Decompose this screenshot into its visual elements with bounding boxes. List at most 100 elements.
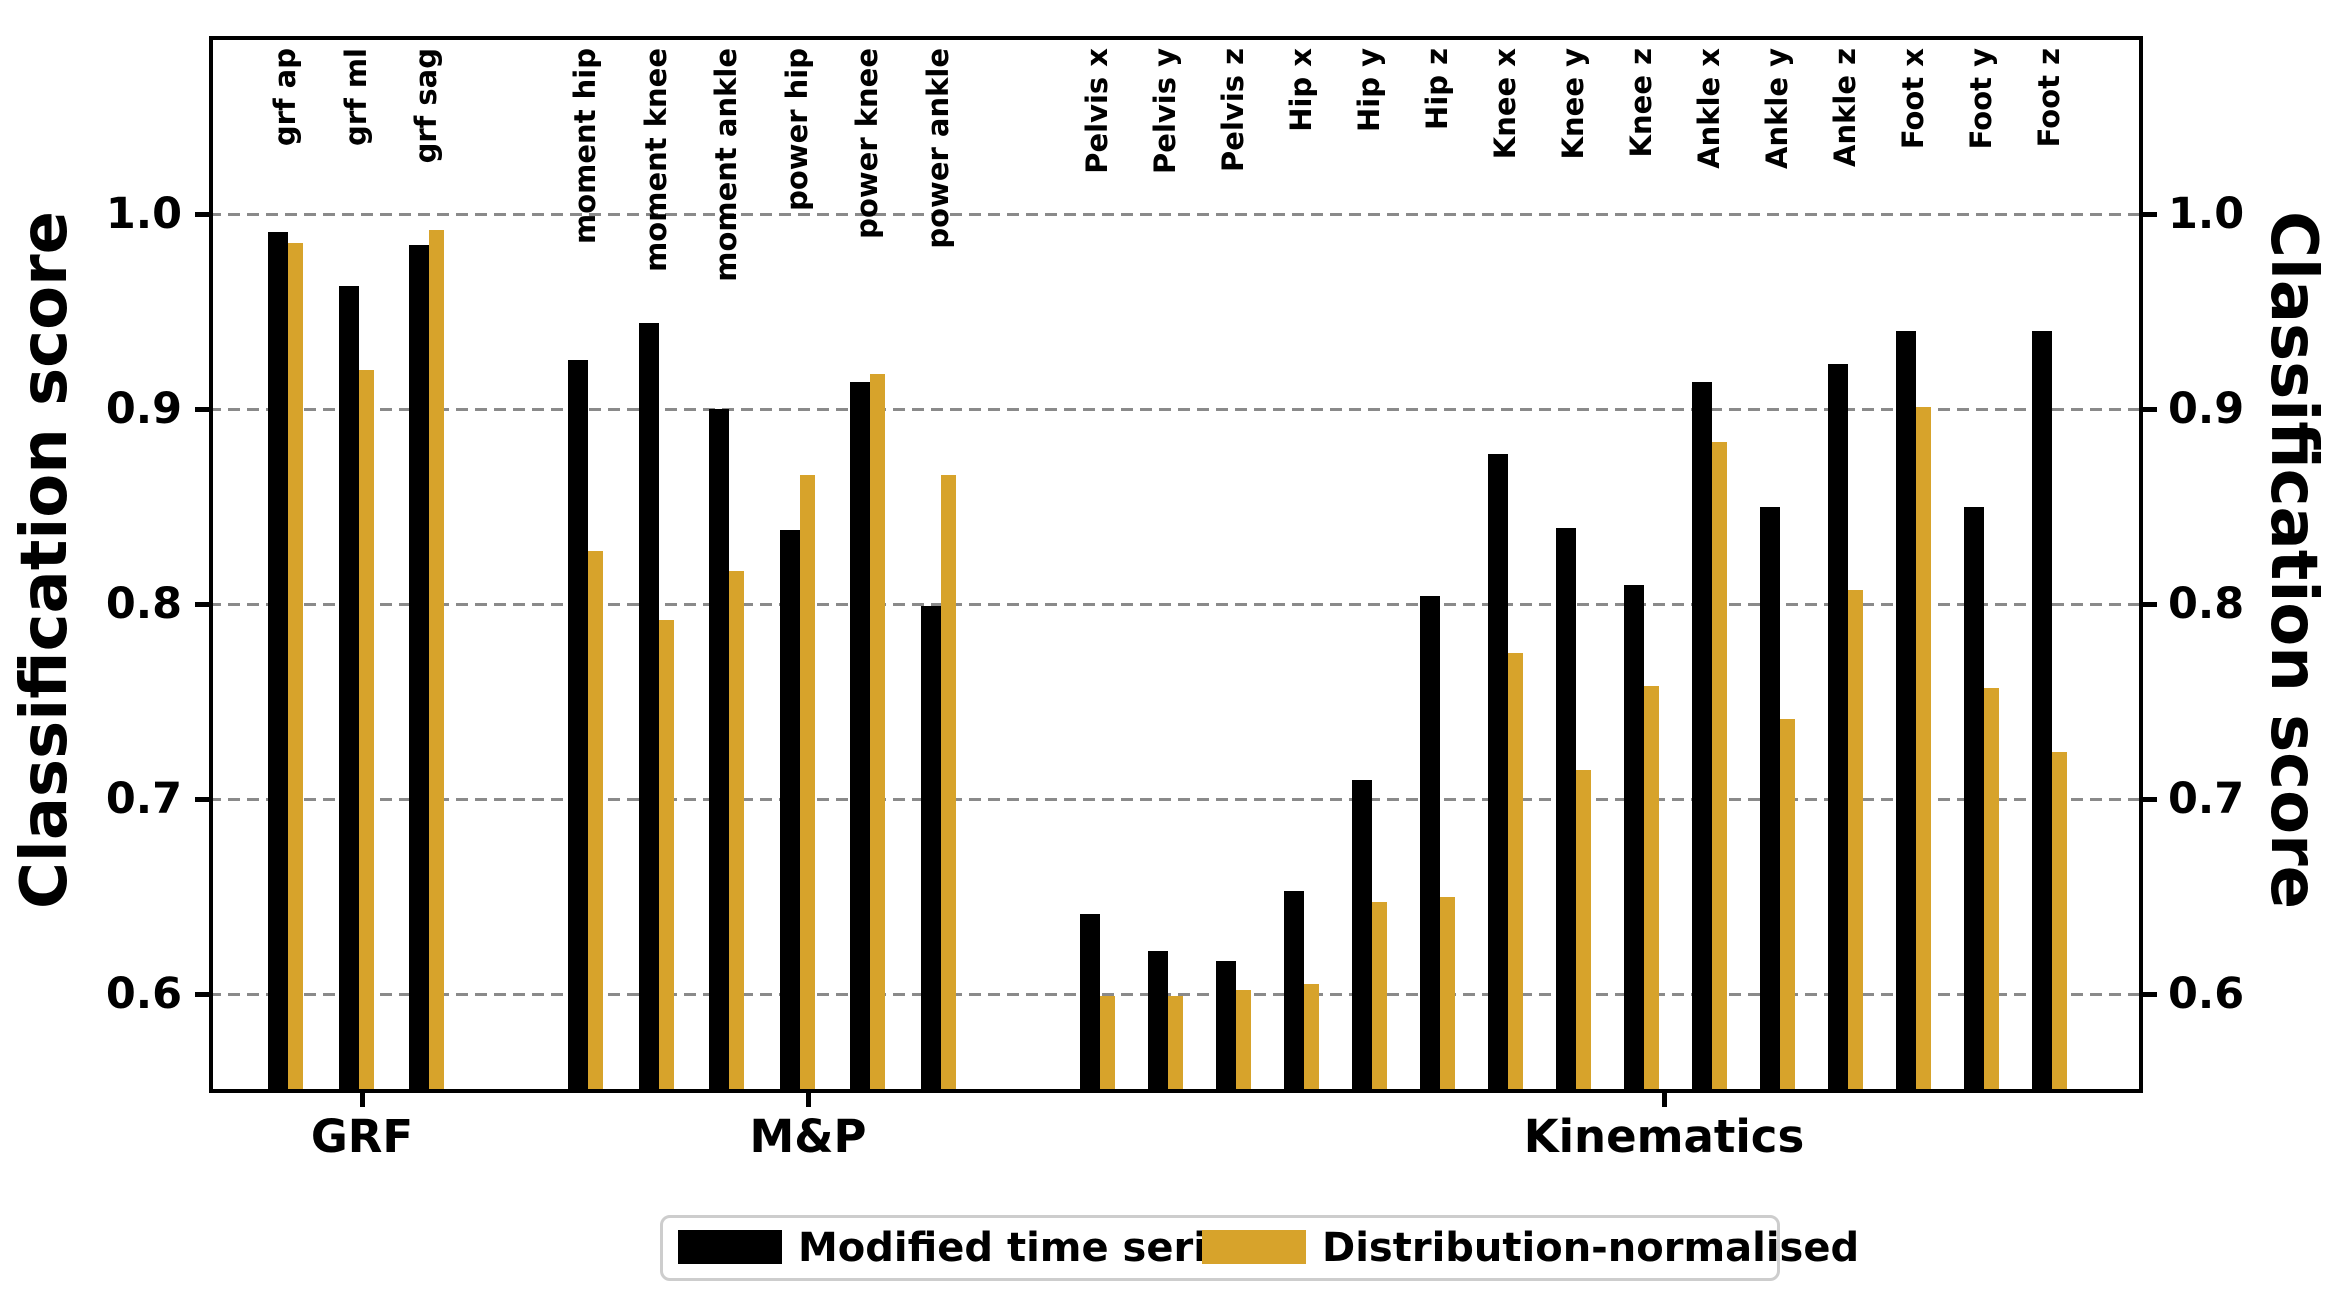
bar-modified-power-hip — [779, 529, 800, 1089]
bar-category-label: Knee z — [1624, 48, 1658, 158]
bar-category-label: Pelvis x — [1080, 48, 1114, 174]
bar-category-label: Hip z — [1420, 48, 1454, 130]
bar-normalised-Knee-y — [1576, 769, 1591, 1089]
bar-normalised-Hip-x — [1304, 984, 1319, 1089]
bar-modified-Pelvis-z — [1216, 960, 1236, 1089]
y-tick-right-0.8 — [2143, 601, 2157, 607]
gridline-1.0 — [209, 212, 2143, 216]
y-tick-left-0.9 — [195, 406, 209, 412]
bar-category-label: Ankle z — [1828, 48, 1862, 167]
bar-normalised-Pelvis-z — [1236, 990, 1251, 1089]
bar-category-label: Foot x — [1896, 48, 1930, 150]
bar-category-label: grf ap — [268, 48, 302, 147]
bar-normalised-Knee-x — [1508, 652, 1523, 1089]
y-tick-left-1.0 — [195, 211, 209, 217]
spine-bottom — [209, 1089, 2143, 1093]
bar-modified-Foot-z — [2032, 331, 2052, 1089]
y-tick-label-right-0.7: 0.7 — [2168, 774, 2245, 824]
bar-category-label: Knee y — [1556, 48, 1590, 160]
bar-normalised-grf-sag — [429, 229, 444, 1089]
bar-modified-Ankle-z — [1828, 364, 1848, 1089]
bar-normalised-power-hip — [799, 475, 815, 1089]
bar-category-label: Hip y — [1352, 48, 1386, 132]
bar-modified-Knee-z — [1624, 584, 1644, 1089]
y-tick-label-left-0.9: 0.9 — [105, 384, 182, 434]
bar-normalised-Foot-x — [1916, 407, 1931, 1089]
bar-normalised-Hip-y — [1372, 902, 1387, 1089]
y-tick-left-0.7 — [195, 796, 209, 802]
bar-category-label: power knee — [850, 48, 884, 239]
y-tick-right-0.9 — [2143, 406, 2157, 412]
bar-category-label: Ankle x — [1692, 48, 1726, 169]
bar-category-label: Pelvis y — [1148, 48, 1182, 174]
bar-normalised-grf-ml — [358, 370, 374, 1089]
bar-normalised-Foot-z — [2052, 752, 2067, 1089]
bar-category-label: Hip x — [1284, 48, 1318, 132]
bar-modified-Foot-y — [1964, 506, 1984, 1089]
bar-modified-Pelvis-y — [1148, 951, 1168, 1089]
bar-normalised-grf-ap — [288, 243, 303, 1089]
bar-modified-moment-ankle — [709, 409, 729, 1089]
x-tick-label-Kinematics: Kinematics — [1523, 1110, 1805, 1163]
y-tick-right-1.0 — [2143, 211, 2157, 217]
bar-category-label: Knee x — [1488, 48, 1522, 160]
bar-modified-Hip-x — [1284, 890, 1304, 1089]
bar-modified-grf-ml — [338, 286, 359, 1089]
x-tick-label-GRF: GRF — [310, 1110, 414, 1163]
y-tick-label-right-0.8: 0.8 — [2168, 579, 2245, 629]
bar-category-label: Foot z — [2032, 48, 2066, 148]
bar-category-label: Pelvis z — [1216, 48, 1250, 172]
gridline-0.9 — [209, 407, 2143, 411]
bar-category-label: moment hip — [568, 48, 602, 244]
bar-category-label: Ankle y — [1760, 48, 1794, 169]
y-tick-right-0.7 — [2143, 796, 2157, 802]
bar-category-label: grf ml — [338, 48, 373, 146]
x-tick-M&P — [805, 1093, 811, 1107]
y-tick-label-right-0.6: 0.6 — [2168, 969, 2245, 1019]
y-tick-label-right-0.9: 0.9 — [2168, 384, 2245, 434]
bar-normalised-Ankle-x — [1712, 442, 1727, 1089]
bar-modified-grf-sag — [409, 245, 429, 1089]
bar-normalised-moment-ankle — [729, 570, 744, 1089]
legend-swatch-distribution-normalised — [1202, 1230, 1306, 1264]
bar-modified-Pelvis-x — [1080, 914, 1100, 1089]
x-tick-GRF — [359, 1093, 365, 1107]
bar-modified-moment-knee — [638, 323, 659, 1089]
legend-label-distribution-normalised: Distribution-normalised — [1322, 1225, 1860, 1271]
y-tick-left-0.6 — [195, 991, 209, 997]
gridline-0.8 — [209, 602, 2143, 606]
bar-category-label: moment knee — [638, 48, 673, 272]
bar-modified-Hip-y — [1352, 779, 1372, 1089]
bar-category-label: moment ankle — [709, 48, 743, 282]
spine-right — [2139, 36, 2143, 1093]
bar-modified-Ankle-y — [1760, 506, 1780, 1089]
bar-normalised-moment-knee — [658, 619, 674, 1089]
bar-category-label: power hip — [779, 48, 814, 211]
bar-modified-Foot-x — [1896, 331, 1916, 1089]
bar-modified-Knee-y — [1556, 527, 1576, 1089]
gridline-0.7 — [209, 797, 2143, 801]
bar-normalised-Ankle-y — [1780, 719, 1795, 1089]
legend-label-modified-time-series: Modified time series — [798, 1225, 1258, 1271]
bar-normalised-Hip-z — [1440, 896, 1455, 1089]
bar-modified-Ankle-x — [1692, 381, 1712, 1089]
bar-normalised-power-knee — [870, 373, 885, 1089]
y-tick-label-left-0.7: 0.7 — [105, 774, 182, 824]
bar-category-label: grf sag — [409, 48, 443, 164]
y-tick-label-left-1.0: 1.0 — [105, 189, 182, 239]
bar-normalised-Foot-y — [1984, 687, 1999, 1089]
bar-normalised-Pelvis-y — [1168, 995, 1183, 1089]
spine-left — [209, 36, 213, 1093]
bar-category-label: Foot y — [1964, 48, 1998, 150]
y-tick-right-0.6 — [2143, 991, 2157, 997]
bar-modified-power-knee — [850, 381, 870, 1089]
y-tick-left-0.8 — [195, 601, 209, 607]
bar-modified-power-ankle — [920, 605, 941, 1089]
bar-normalised-Knee-z — [1644, 685, 1659, 1089]
bar-normalised-Ankle-z — [1848, 590, 1863, 1089]
bar-normalised-moment-hip — [588, 551, 603, 1089]
bar-modified-moment-hip — [568, 360, 588, 1089]
bar-modified-Knee-x — [1488, 453, 1508, 1089]
legend-swatch-modified-time-series — [678, 1230, 782, 1264]
